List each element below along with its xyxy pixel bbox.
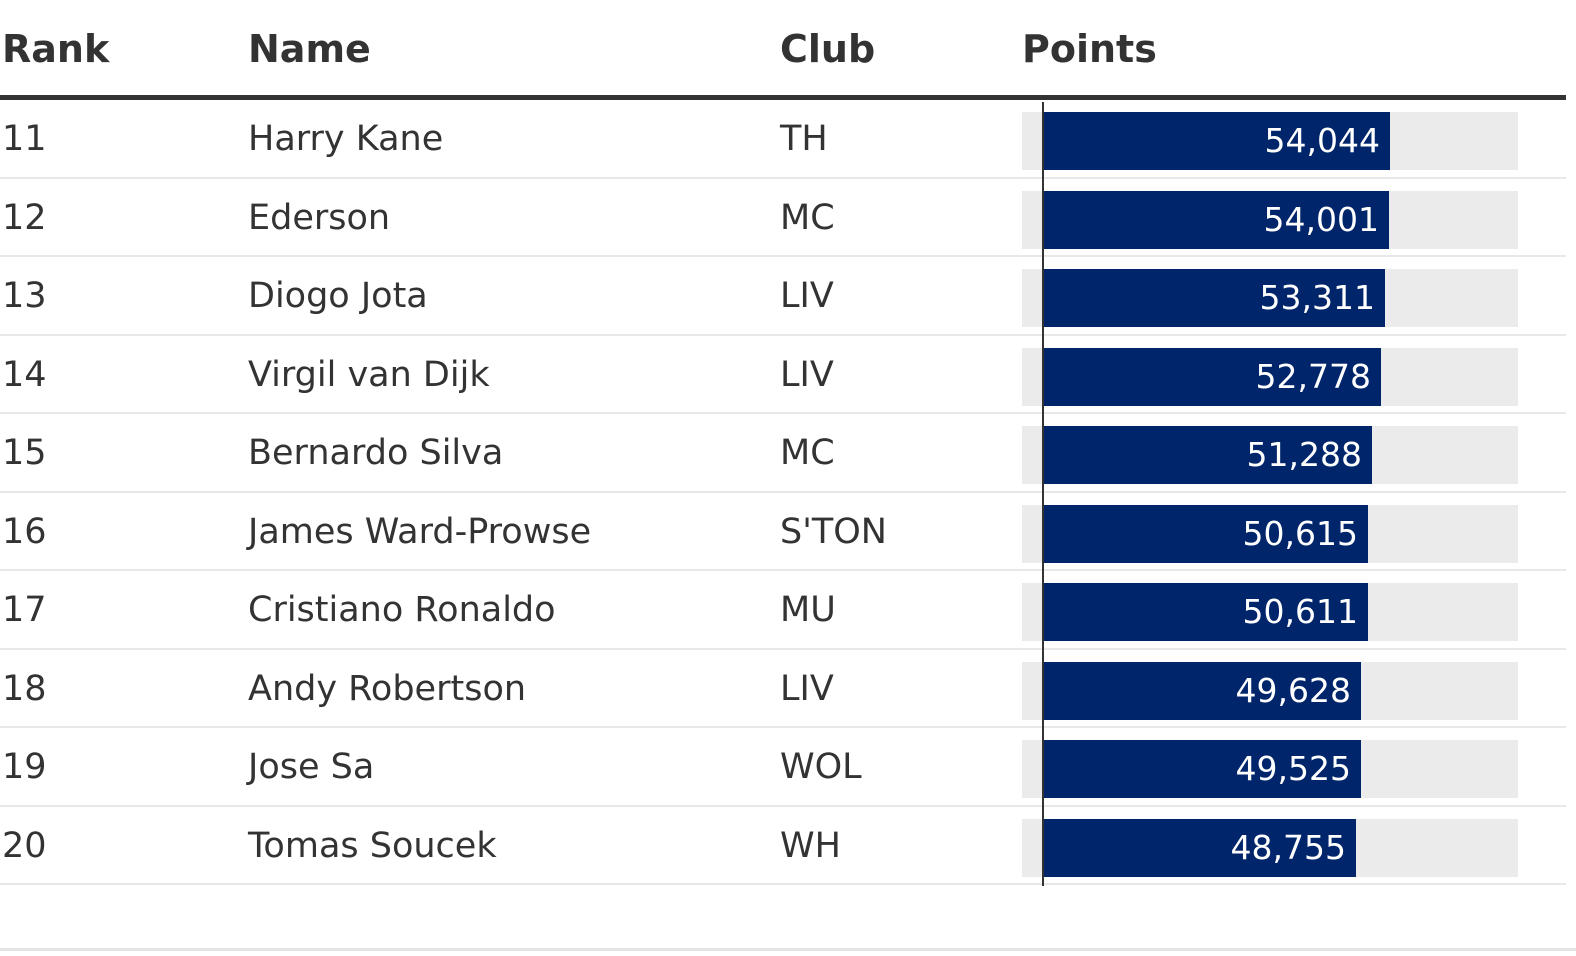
rank-cell: 20 — [2, 825, 47, 866]
club-cell: S'TON — [780, 511, 887, 552]
points-value-label: 50,615 — [1242, 513, 1358, 553]
club-cell: MC — [780, 433, 835, 473]
points-bar — [1042, 661, 1361, 720]
name-cell: Bernardo Silva — [248, 433, 504, 473]
rank-cell: 15 — [2, 433, 47, 473]
table-row: 20 Tomas Soucek WH 48,755 — [0, 807, 1566, 885]
table-row: 15 Bernardo Silva MC 51,288 — [0, 414, 1566, 493]
header-name: Name — [248, 27, 371, 71]
name-cell: Andy Robertson — [248, 668, 527, 709]
table-row: 11 Harry Kane TH 54,044 — [0, 100, 1566, 179]
points-value-label: 49,628 — [1235, 670, 1351, 710]
table-row: 13 Diogo Jota LIV 53,311 — [0, 257, 1566, 336]
name-cell: Jose Sa — [248, 747, 375, 787]
club-cell: LIV — [780, 276, 834, 316]
points-bar — [1042, 347, 1381, 406]
points-bar-track: 50,611 — [1022, 583, 1518, 641]
points-value-label: 54,001 — [1263, 199, 1379, 239]
points-value-label: 48,755 — [1230, 827, 1346, 867]
points-bar — [1042, 190, 1389, 249]
name-cell: Ederson — [248, 197, 391, 238]
points-value-label: 49,525 — [1235, 749, 1351, 788]
points-bar — [1042, 583, 1368, 641]
points-bar-track: 54,044 — [1022, 112, 1518, 170]
points-bar-track: 52,778 — [1022, 347, 1518, 406]
points-bar — [1042, 818, 1356, 877]
points-value-label: 53,311 — [1259, 278, 1375, 317]
name-cell: James Ward-Prowse — [248, 511, 592, 552]
table-row: 19 Jose Sa WOL 49,525 — [0, 728, 1566, 807]
club-cell: WH — [780, 825, 841, 866]
rank-cell: 12 — [2, 197, 47, 238]
points-bar-track: 49,525 — [1022, 740, 1518, 798]
points-bar — [1042, 269, 1385, 327]
name-cell: Virgil van Dijk — [248, 354, 490, 395]
club-cell: LIV — [780, 668, 834, 709]
name-cell: Diogo Jota — [248, 276, 428, 316]
header-points: Points — [1022, 27, 1157, 71]
club-cell: MU — [780, 590, 836, 630]
table-row: 14 Virgil van Dijk LIV 52,778 — [0, 336, 1566, 414]
club-cell: WOL — [780, 747, 862, 787]
rank-cell: 18 — [2, 668, 47, 709]
table-row: 16 James Ward-Prowse S'TON 50,615 — [0, 493, 1566, 571]
table-header: Rank Name Club Points — [0, 0, 1566, 100]
points-value-label: 51,288 — [1246, 435, 1362, 474]
header-rank: Rank — [2, 27, 110, 71]
table-row: 17 Cristiano Ronaldo MU 50,611 — [0, 571, 1566, 650]
points-bar-track: 49,628 — [1022, 661, 1518, 720]
footer-divider — [0, 948, 1576, 951]
rank-cell: 17 — [2, 590, 47, 630]
points-value-label: 54,044 — [1264, 121, 1380, 160]
rank-cell: 19 — [2, 747, 47, 787]
rank-cell: 13 — [2, 276, 47, 316]
points-value-label: 52,778 — [1255, 356, 1371, 396]
points-bar-track: 48,755 — [1022, 818, 1518, 877]
table-body: 11 Harry Kane TH 54,044 12 Ederson MC 54,001 13 D… — [0, 100, 1566, 885]
name-cell: Tomas Soucek — [248, 825, 497, 866]
points-bar — [1042, 112, 1390, 170]
rank-cell: 14 — [2, 354, 47, 395]
points-table: Rank Name Club Points 11 Harry Kane TH 54,0… — [0, 0, 1566, 885]
club-cell: MC — [780, 197, 835, 238]
club-cell: TH — [780, 119, 828, 159]
points-bar — [1042, 504, 1368, 563]
points-bar-track: 51,288 — [1022, 426, 1518, 484]
bar-baseline — [1042, 102, 1044, 886]
club-cell: LIV — [780, 354, 834, 395]
points-bar — [1042, 740, 1361, 798]
name-cell: Harry Kane — [248, 119, 444, 159]
rank-cell: 16 — [2, 511, 47, 552]
name-cell: Cristiano Ronaldo — [248, 590, 556, 630]
table-row: 18 Andy Robertson LIV 49,628 — [0, 650, 1566, 728]
table-row: 12 Ederson MC 54,001 — [0, 179, 1566, 257]
points-bar-track: 53,311 — [1022, 269, 1518, 327]
points-bar-track: 54,001 — [1022, 190, 1518, 249]
points-value-label: 50,611 — [1242, 592, 1358, 631]
points-bar-track: 50,615 — [1022, 504, 1518, 563]
points-bar — [1042, 426, 1372, 484]
rank-cell: 11 — [2, 119, 47, 159]
header-club: Club — [780, 27, 876, 71]
